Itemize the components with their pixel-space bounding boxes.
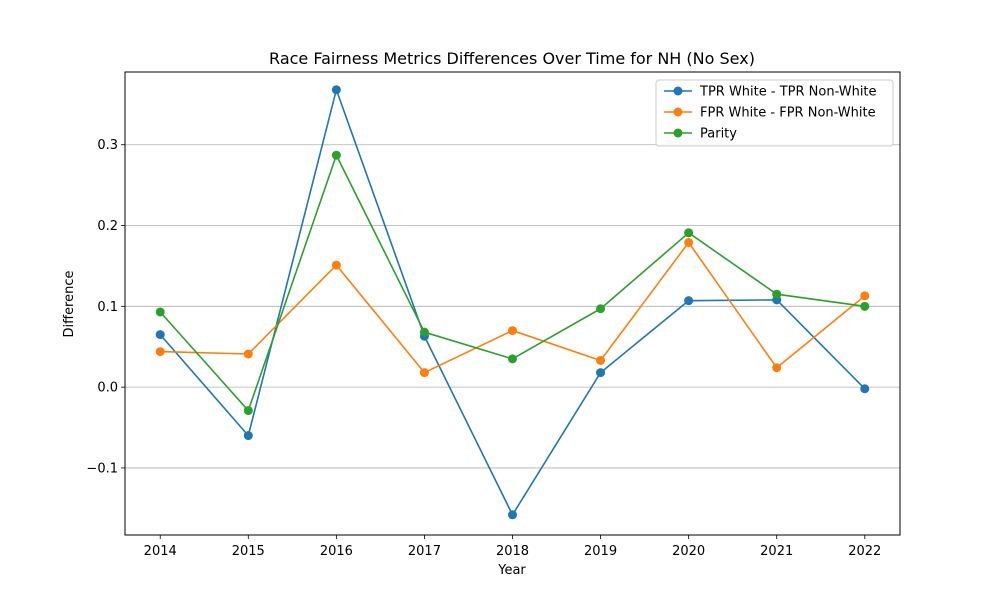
x-tick-label: 2022 bbox=[848, 544, 881, 559]
x-tick-label: 2018 bbox=[496, 544, 529, 559]
data-point bbox=[684, 237, 694, 247]
data-point bbox=[419, 368, 429, 378]
data-point bbox=[243, 349, 253, 359]
data-point bbox=[155, 347, 165, 357]
data-point bbox=[772, 363, 782, 373]
data-point bbox=[243, 431, 253, 441]
series-line bbox=[160, 241, 866, 374]
x-tick-label: 2016 bbox=[320, 544, 353, 559]
legend-label: Parity bbox=[700, 127, 737, 142]
x-tick-label: 2021 bbox=[760, 544, 793, 559]
data-point bbox=[860, 291, 870, 301]
x-axis: 2014 2015 2016 2017 2018 2019 2020 2021 2022 bbox=[144, 535, 881, 559]
legend-label: FPR White - FPR Non-White bbox=[700, 106, 876, 121]
y-axis: −0.1 0.0 0.1 0.2 0.3 bbox=[86, 138, 125, 476]
data-point bbox=[331, 150, 341, 160]
legend-label: TPR White - TPR Non-White bbox=[699, 85, 877, 100]
data-point bbox=[684, 296, 694, 306]
data-point bbox=[596, 368, 606, 378]
chart-title: Race Fairness Metrics Differences Over T… bbox=[269, 49, 755, 68]
x-tick-label: 2014 bbox=[144, 544, 177, 559]
data-point bbox=[331, 85, 341, 95]
legend-swatch-marker bbox=[673, 128, 683, 138]
data-point bbox=[684, 228, 694, 238]
x-tick-label: 2020 bbox=[672, 544, 705, 559]
data-point bbox=[331, 260, 341, 270]
gridlines bbox=[125, 144, 900, 469]
y-tick-label: 0.2 bbox=[97, 219, 118, 234]
data-point bbox=[860, 301, 870, 311]
legend-box bbox=[655, 79, 894, 147]
data-point bbox=[155, 330, 165, 340]
y-tick-label: −0.1 bbox=[86, 461, 118, 476]
legend-swatch-marker bbox=[673, 107, 683, 117]
y-axis-label: Difference bbox=[62, 270, 77, 337]
legend-swatch-marker bbox=[673, 86, 683, 96]
data-point bbox=[508, 326, 517, 336]
series-line bbox=[159, 154, 865, 412]
x-axis-label: Year bbox=[497, 563, 526, 578]
data-point bbox=[155, 307, 165, 317]
legend-item: FPR White - FPR Non-White bbox=[664, 106, 876, 121]
data-point bbox=[860, 384, 870, 394]
data-point bbox=[508, 510, 517, 520]
legend: TPR White - TPR Non-White FPR White - FPR… bbox=[655, 79, 894, 147]
data-point bbox=[508, 354, 517, 364]
data-point bbox=[772, 289, 782, 299]
y-tick-label: 0.1 bbox=[97, 300, 118, 315]
x-tick-label: 2017 bbox=[408, 544, 441, 559]
y-tick-label: 0.3 bbox=[97, 138, 118, 153]
legend-item: TPR White - TPR Non-White bbox=[664, 85, 877, 100]
y-tick-label: 0.0 bbox=[97, 381, 118, 396]
x-tick-label: 2015 bbox=[232, 544, 265, 559]
series-line bbox=[159, 88, 866, 516]
series-layer bbox=[155, 85, 870, 520]
series-0 bbox=[155, 85, 870, 520]
data-point bbox=[419, 327, 429, 337]
data-point bbox=[243, 406, 253, 416]
x-tick-label: 2019 bbox=[584, 544, 617, 559]
legend-item: Parity bbox=[664, 127, 737, 142]
data-point bbox=[596, 304, 606, 314]
data-point bbox=[596, 355, 606, 365]
series-2 bbox=[155, 150, 870, 416]
